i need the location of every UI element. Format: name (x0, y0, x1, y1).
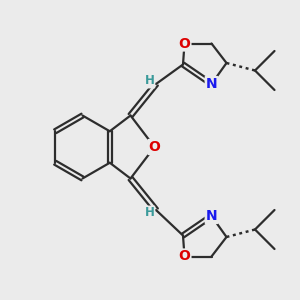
Text: O: O (148, 140, 160, 154)
Text: H: H (145, 206, 154, 220)
Text: N: N (206, 209, 217, 223)
Text: O: O (178, 37, 190, 50)
Text: H: H (145, 74, 154, 88)
Text: N: N (206, 77, 217, 91)
Text: O: O (178, 250, 190, 263)
